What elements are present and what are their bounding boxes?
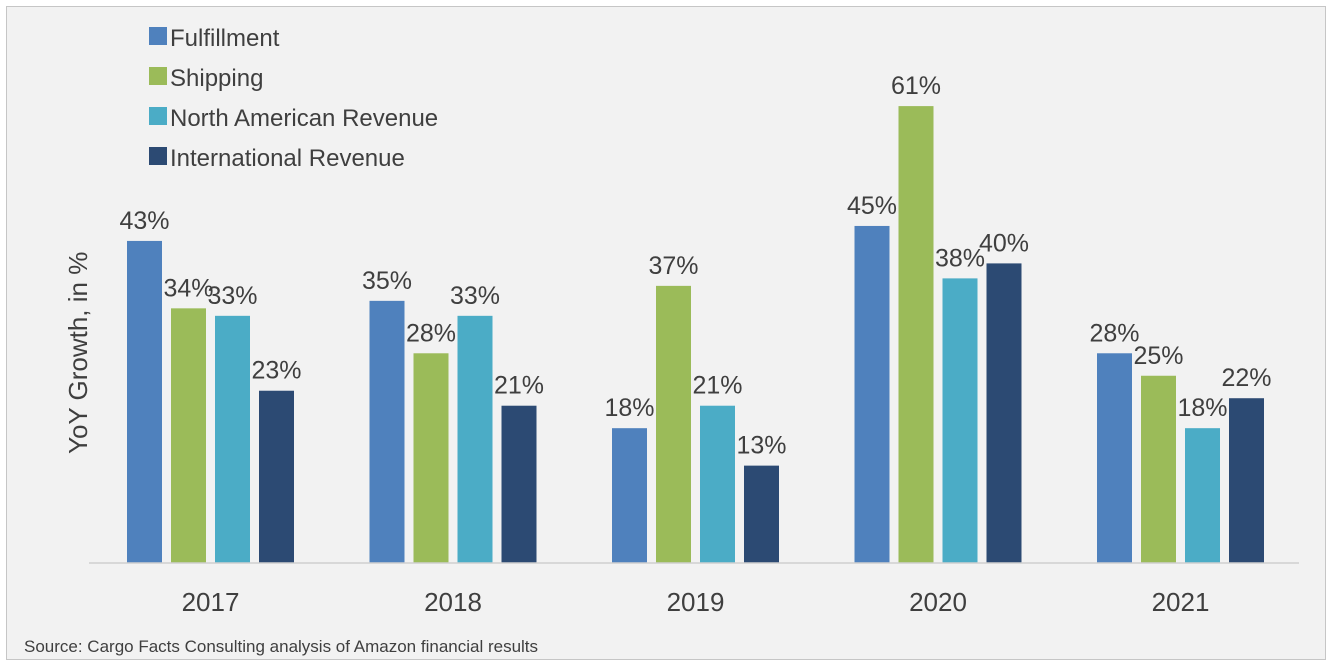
bar-2021-shipping [1141, 375, 1176, 563]
data-label: 38% [935, 244, 985, 272]
bar-2021-fulfillment [1097, 353, 1132, 563]
data-label: 18% [1177, 394, 1227, 422]
data-label: 28% [406, 319, 456, 347]
legend-label: Shipping [170, 65, 263, 92]
data-label: 34% [163, 274, 213, 302]
data-label: 28% [1089, 319, 1139, 347]
bar-2018-international-revenue [501, 405, 537, 563]
bar-2018-fulfillment [369, 300, 405, 563]
data-label: 25% [1133, 342, 1183, 370]
x-axis-ticks: 2017 2018 2019 2020 2021 [182, 587, 1210, 617]
legend-swatch [149, 27, 167, 45]
data-label: 21% [692, 372, 742, 400]
x-tick-label: 2019 [667, 587, 725, 617]
x-tick-label: 2017 [182, 587, 240, 617]
y-axis-label: YoY Growth, in % [63, 252, 93, 454]
data-label: 61% [891, 72, 941, 100]
bar-2020-fulfillment [854, 225, 890, 563]
legend-swatch [149, 147, 167, 165]
source-note: Source: Cargo Facts Consulting analysis … [24, 637, 538, 656]
bar-2019-north-american-revenue [700, 405, 735, 563]
data-label: 35% [362, 267, 412, 295]
bars [127, 106, 1264, 564]
legend-label: International Revenue [170, 145, 405, 172]
data-label: 37% [648, 252, 698, 280]
data-label: 33% [207, 282, 257, 310]
data-label: 43% [119, 207, 169, 235]
data-labels: 43%34%33%23%35%28%33%21%18%37%21%13%45%6… [119, 72, 1271, 460]
bar-2018-north-american-revenue [457, 315, 493, 563]
data-label: 33% [450, 282, 500, 310]
bar-2020-shipping [898, 106, 934, 564]
legend-swatch [149, 67, 167, 85]
data-label: 21% [494, 372, 544, 400]
bar-2019-fulfillment [612, 428, 647, 563]
bar-2017-international-revenue [259, 390, 294, 563]
bar-2018-shipping [413, 353, 449, 563]
bar-2017-shipping [171, 308, 206, 563]
bar-2021-international-revenue [1229, 398, 1264, 563]
data-label: 18% [604, 394, 654, 422]
legend-label: North American Revenue [170, 105, 438, 132]
bar-2019-international-revenue [744, 465, 779, 563]
data-label: 45% [847, 192, 897, 220]
x-tick-label: 2018 [424, 587, 482, 617]
bar-chart: Fulfillment Shipping North American Revenu… [24, 25, 1299, 656]
x-tick-label: 2021 [1152, 587, 1210, 617]
bar-2020-north-american-revenue [942, 278, 978, 563]
bar-2019-shipping [656, 285, 691, 563]
bar-2017-fulfillment [127, 240, 162, 563]
bar-2021-north-american-revenue [1185, 428, 1220, 563]
legend-swatch [149, 107, 167, 125]
bar-2020-international-revenue [986, 263, 1022, 563]
data-label: 13% [736, 432, 786, 460]
legend: Fulfillment Shipping North American Revenu… [149, 25, 438, 172]
data-label: 40% [979, 229, 1029, 257]
legend-label: Fulfillment [170, 25, 280, 52]
x-tick-label: 2020 [909, 587, 967, 617]
data-label: 22% [1221, 364, 1271, 392]
chart-frame: Fulfillment Shipping North American Revenu… [6, 6, 1326, 660]
bar-2017-north-american-revenue [215, 315, 250, 563]
data-label: 23% [251, 357, 301, 385]
